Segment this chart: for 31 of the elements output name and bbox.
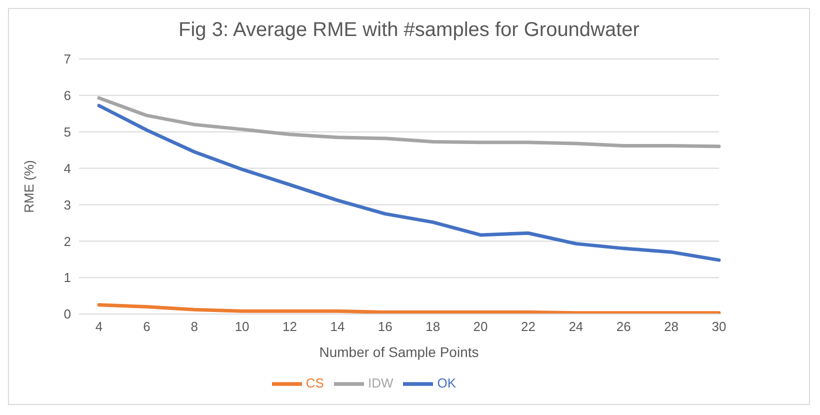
- x-tick-label: 4: [95, 319, 103, 334]
- y-tick-label: 0: [64, 306, 71, 322]
- x-tick-label: 22: [520, 319, 536, 334]
- y-tick-label: 5: [64, 124, 71, 140]
- line-series: [97, 96, 721, 148]
- legend-label: OK: [437, 375, 456, 390]
- x-tick-label: 16: [378, 319, 392, 334]
- x-axis-title: Number of Sample Points: [319, 344, 479, 360]
- x-tick-label: 8: [190, 319, 198, 334]
- x-tick-label: 20: [473, 319, 488, 334]
- x-tick-label: 28: [664, 319, 679, 334]
- x-tick-label: 26: [616, 319, 631, 334]
- x-tick-label: 18: [426, 319, 440, 334]
- y-tick-label: 6: [64, 88, 71, 104]
- y-tick-label: 7: [64, 52, 71, 67]
- y-tick-label: 4: [64, 160, 71, 176]
- x-tick-label: 24: [568, 319, 584, 334]
- line-series: [97, 104, 721, 262]
- y-tick-label: 1: [64, 270, 71, 286]
- x-tick-label: 30: [712, 319, 726, 334]
- x-tick-label: 10: [234, 319, 250, 334]
- x-tick-label: 6: [143, 319, 150, 334]
- y-axis-title: RME (%): [22, 160, 37, 213]
- chart-title: Fig 3: Average RME with #samples for Groundwater: [178, 19, 640, 43]
- legend-label: IDW: [368, 375, 394, 390]
- line-series: [97, 303, 721, 314]
- x-tick-label: 14: [330, 319, 345, 334]
- legend-label: CS: [306, 375, 324, 390]
- x-tick-label: 12: [282, 319, 298, 334]
- y-tick-label: 3: [64, 197, 71, 212]
- y-tick-label: 2: [64, 234, 71, 249]
